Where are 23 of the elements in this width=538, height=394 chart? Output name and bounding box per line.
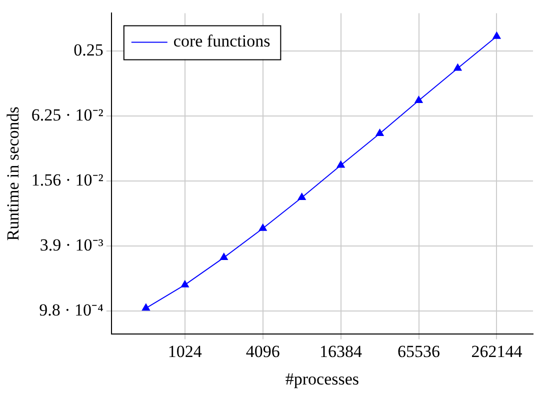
point bbox=[492, 32, 501, 39]
x-tick-label: 4096 bbox=[246, 342, 280, 361]
y-tick-label: 0.25 bbox=[74, 40, 104, 60]
x-tick-label: 65536 bbox=[398, 342, 440, 361]
point bbox=[454, 64, 462, 71]
point bbox=[336, 160, 345, 168]
legend-label: core functions bbox=[173, 32, 270, 51]
y-tick-label: 6.25 · 10⁻² bbox=[31, 106, 104, 125]
y-tick-label: 9.8 · 10⁻⁴ bbox=[39, 300, 104, 320]
point bbox=[298, 193, 306, 200]
point bbox=[142, 304, 150, 311]
y-tick-label: 3.9 · 10⁻³ bbox=[40, 236, 104, 255]
point bbox=[180, 280, 189, 288]
point bbox=[258, 224, 267, 231]
x-tick-label: 262144 bbox=[471, 342, 523, 361]
y-tick-label: 1.56 · 10⁻² bbox=[31, 170, 104, 190]
x-tick-label: 16384 bbox=[320, 342, 363, 361]
y-axis-title: Runtime in seconds bbox=[4, 106, 23, 241]
point bbox=[414, 96, 423, 104]
point bbox=[220, 253, 228, 260]
point bbox=[376, 128, 384, 136]
x-tick-label: 1024 bbox=[168, 342, 202, 361]
x-axis-title: #processes bbox=[285, 369, 360, 388]
